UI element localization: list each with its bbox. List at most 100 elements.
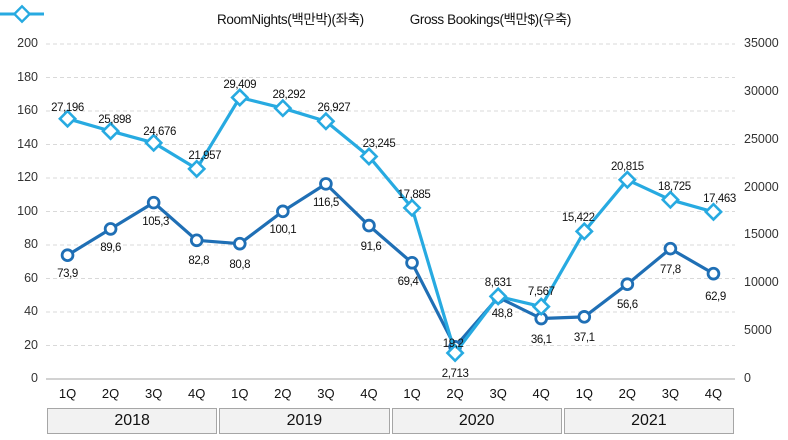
legend-label-gross-bookings: Gross Bookings(백만$)(우축) [409, 12, 572, 27]
left-axis-tick: 160 [17, 103, 38, 117]
data-point-marker[interactable] [362, 218, 376, 233]
data-label: 29,409 [223, 78, 257, 91]
data-label: 25,898 [98, 114, 131, 127]
data-label: 15,422 [561, 212, 595, 225]
left-axis-tick: 0 [31, 371, 38, 385]
year-group-2020: 2020 [391, 408, 562, 434]
x-axis-tick-quarter: 1Q [403, 386, 421, 401]
data-point-marker[interactable] [187, 159, 207, 179]
data-point-marker[interactable] [703, 202, 723, 222]
data-point-marker[interactable] [488, 286, 508, 306]
data-point-marker[interactable] [316, 111, 336, 131]
data-label: 19,2 [442, 337, 464, 350]
x-axis-tick-quarter: 2Q [618, 386, 637, 401]
year-group-2019: 2019 [219, 408, 390, 434]
data-point-marker[interactable] [445, 343, 465, 363]
data-label: 62,9 [705, 290, 726, 303]
data-point-marker[interactable] [319, 177, 333, 191]
data-point-marker[interactable] [146, 195, 161, 210]
diamond-marker-icon [0, 4, 44, 24]
legend-label-room-nights: RoomNights(백만박)(좌축) [216, 12, 364, 27]
data-label: 56,6 [616, 299, 638, 312]
data-label: 37,1 [573, 331, 595, 344]
right-axis-tick: 5000 [744, 323, 772, 338]
x-axis-tick-quarter: 4Q [532, 386, 550, 401]
data-point-marker[interactable] [60, 248, 75, 263]
data-label: 18,725 [658, 180, 691, 193]
x-axis-tick-quarter: 2Q [274, 386, 292, 401]
x-axis-tick-quarter: 3Q [661, 386, 680, 401]
data-point-marker[interactable] [359, 147, 379, 166]
data-point-marker[interactable] [402, 198, 422, 218]
x-axis-tick-quarter: 4Q [188, 386, 206, 401]
x-axis-tick-quarter: 4Q [360, 386, 378, 401]
data-label: 116,5 [312, 196, 339, 209]
data-label: 89,6 [100, 241, 121, 254]
data-point-marker[interactable] [101, 121, 121, 141]
data-label: 17,463 [703, 192, 736, 205]
data-point-marker[interactable] [620, 277, 635, 291]
data-label: 2,713 [441, 368, 469, 381]
data-point-marker[interactable] [574, 221, 594, 241]
data-point-marker[interactable] [660, 190, 680, 210]
data-point-marker[interactable] [577, 310, 592, 324]
data-label: 17,885 [397, 188, 431, 201]
left-axis-tick: 60 [24, 270, 38, 285]
data-label: 80,8 [229, 258, 251, 271]
data-point-marker[interactable] [617, 170, 637, 190]
data-point-marker[interactable] [273, 98, 293, 118]
data-point-marker[interactable] [531, 297, 551, 317]
left-axis-tick: 140 [17, 136, 38, 151]
series-line-room-nights [65, 182, 716, 349]
x-axis-tick-quarter: 3Q [144, 386, 163, 401]
data-point-marker[interactable] [189, 233, 204, 248]
data-point-marker[interactable] [706, 266, 721, 281]
data-point-marker[interactable] [103, 222, 118, 236]
x-axis-tick-quarter: 2Q [446, 386, 464, 401]
left-axis-tick: 200 [17, 36, 38, 50]
left-axis-tick: 20 [24, 337, 38, 352]
left-axis-tick: 40 [24, 304, 38, 318]
data-point-marker[interactable] [230, 88, 250, 107]
data-label: 69,4 [397, 275, 419, 288]
data-label: 91,6 [360, 240, 382, 253]
data-point-marker[interactable] [276, 204, 290, 219]
chart-legend: RoomNights(백만박)(좌축) Gross Bookings(백만$)(… [0, 4, 788, 30]
data-label: 28,292 [272, 89, 306, 102]
data-point-marker[interactable] [144, 133, 164, 153]
year-group-2021: 2021 [563, 408, 734, 434]
right-axis-tick: 30000 [744, 83, 779, 98]
data-point-marker[interactable] [232, 236, 247, 251]
x-axis-tick-quarter: 1Q [58, 386, 77, 401]
right-axis-tick: 20000 [744, 179, 779, 194]
data-point-marker[interactable] [58, 109, 78, 129]
left-axis-tick: 100 [17, 203, 38, 218]
x-axis-tick-quarter: 1Q [575, 386, 593, 401]
data-label: 23,245 [362, 137, 396, 150]
data-point-marker[interactable] [663, 241, 678, 256]
data-label: 26,927 [317, 102, 351, 115]
data-label: 77,8 [660, 263, 681, 276]
data-point-marker[interactable] [405, 255, 419, 270]
x-axis-tick-quarter: 4Q [704, 386, 723, 401]
legend-item-gross-bookings[interactable]: Gross Bookings(백만$)(우축) [0, 4, 572, 28]
x-axis-tick-quarter: 3Q [489, 386, 507, 401]
data-label: 21,957 [188, 149, 222, 162]
left-axis-tick: 120 [17, 170, 38, 184]
data-label: 82,8 [188, 255, 210, 268]
data-label: 8,631 [484, 277, 512, 290]
left-axis-tick: 80 [24, 237, 38, 251]
data-label: 24,676 [143, 125, 177, 138]
series-line-gross-bookings [65, 95, 716, 355]
data-label: 73,9 [57, 268, 78, 281]
data-label: 100,1 [269, 224, 297, 237]
data-label: 48,8 [491, 308, 513, 321]
right-axis-tick: 0 [744, 371, 751, 385]
data-label: 105,3 [142, 215, 170, 228]
right-axis-tick: 10000 [744, 275, 779, 290]
data-label: 36,1 [530, 333, 552, 346]
data-label: 27,196 [51, 101, 84, 114]
data-label: 7,567 [527, 285, 555, 298]
